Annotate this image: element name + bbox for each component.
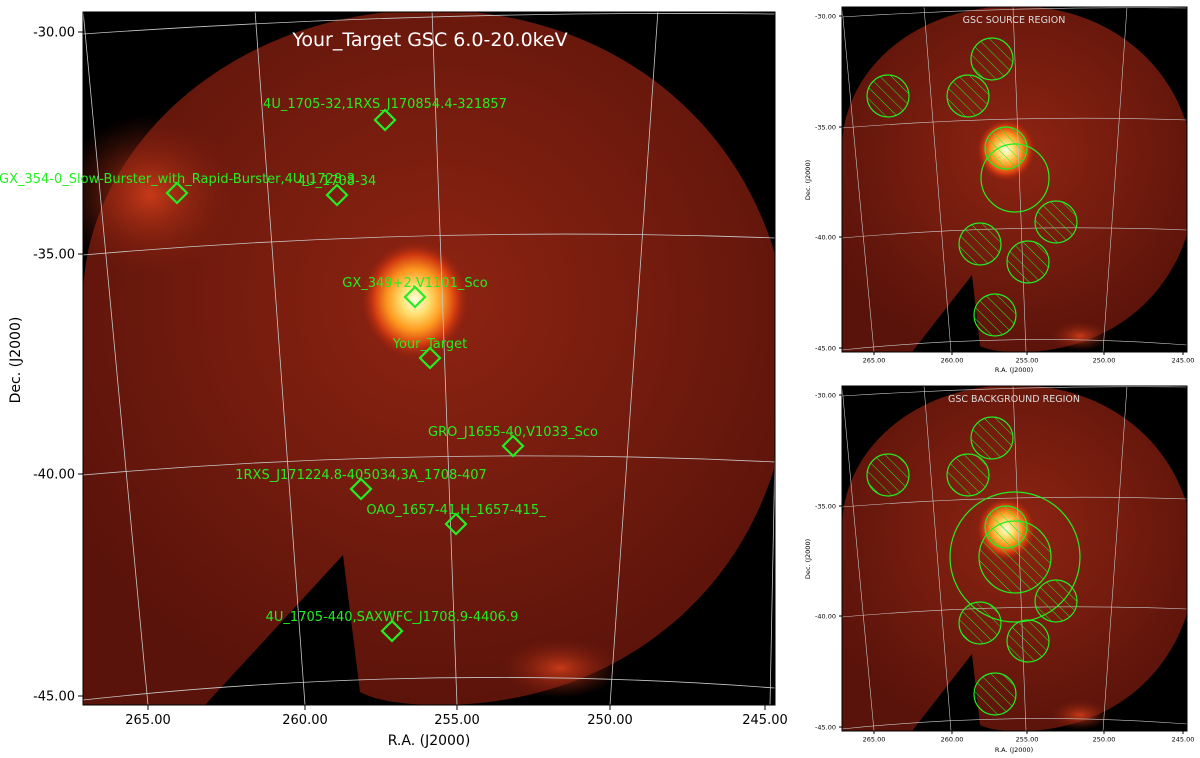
source-region-circles (866, 37, 1078, 337)
background-excluded-circle (866, 453, 910, 497)
main-x-ticks: 265.00 260.00 255.00 250.00 245.00 (125, 705, 788, 728)
background-excluded-circle (958, 601, 1002, 645)
source-region-circle (866, 74, 910, 118)
main-y-axis-label: Dec. (J2000) (8, 317, 24, 404)
source-x-tick-label: 265.00 (863, 357, 886, 365)
source-region-circle (946, 74, 990, 118)
source-region-panel: 265.00 260.00 255.00 250.00 245.00 -30.00 -35… (804, 6, 1195, 374)
main-x-tick-label: 265.00 (125, 713, 171, 728)
main-coordinate-grid (83, 12, 775, 705)
source-region-circle (984, 126, 1028, 170)
background-region-panel: 265.00 260.00 255.00 250.00 245.00 -30.00 -35… (804, 385, 1195, 754)
background-frame (841, 385, 1188, 732)
background-x-tick-label: 255.00 (1016, 736, 1039, 744)
background-x-ticks: 265.00 260.00 255.00 250.00 245.00 (863, 731, 1195, 744)
source-region-circle (1006, 240, 1050, 284)
source-marker (444, 512, 468, 536)
background-excluded-circle (978, 520, 1052, 594)
background-y-ticks: -30.00 -35.00 -40.00 -45.00 (815, 391, 842, 731)
source-label: 4U_1708-34 (298, 174, 377, 189)
source-marker (373, 108, 397, 132)
source-label: 4U_1705-32,1RXS_J170854.4-321857 (263, 97, 507, 112)
main-bright-source (360, 240, 470, 360)
main-exposure-disk (83, 12, 775, 705)
source-y-axis-label: Dec. (J2000) (804, 160, 812, 200)
source-marker (380, 619, 404, 643)
source-label: Your_Target (392, 337, 467, 352)
main-panel: 265.00 260.00 255.00 250.00 245.00 -30.00 -35… (0, 11, 788, 749)
main-x-tick-label: 255.00 (434, 713, 480, 728)
source-marker (418, 346, 442, 370)
main-intensity-map (83, 12, 775, 705)
source-y-tick-label: -45.00 (815, 344, 836, 352)
main-frame (82, 11, 776, 706)
main-y-tick-label: -45.00 (33, 690, 75, 705)
source-x-tick-label: 260.00 (941, 357, 964, 365)
main-y-ticks: -30.00 -35.00 -40.00 -45.00 (33, 26, 83, 705)
source-region-circle (1034, 200, 1078, 244)
main-edge-emission (500, 638, 620, 698)
main-y-tick-label: -35.00 (33, 248, 75, 263)
background-y-tick-label: -30.00 (815, 391, 836, 399)
main-y-tick-label: -40.00 (33, 468, 75, 483)
source-intensity-map (842, 7, 1187, 352)
source-label: GX_349+2,V1101_Sco (342, 276, 487, 291)
source-edge-emission (1050, 321, 1110, 351)
background-excluded-circle (1006, 619, 1050, 663)
source-marker (165, 181, 189, 205)
main-title: Your_Target GSC 6.0-20.0keV (291, 29, 567, 51)
source-label: OAO_1657-41,H_1657-415_ (366, 503, 546, 518)
background-excluded-circles (866, 416, 1078, 716)
source-x-tick-label: 250.00 (1093, 357, 1116, 365)
source-label: GX_354-0_Slow-Burster_with_Rapid-Burster… (0, 172, 355, 187)
background-x-tick-label: 260.00 (941, 736, 964, 744)
background-excluded-circle (1034, 579, 1078, 623)
main-x-tick-label: 250.00 (587, 713, 633, 728)
source-y-tick-label: -40.00 (815, 233, 836, 241)
source-region-circle (958, 222, 1002, 266)
background-x-tick-label: 250.00 (1093, 736, 1116, 744)
background-x-tick-label: 265.00 (863, 736, 886, 744)
background-annulus-outer (949, 491, 1081, 623)
source-x-ticks: 265.00 260.00 255.00 250.00 245.00 (863, 352, 1195, 365)
background-panel-title: GSC BACKGROUND REGION (948, 394, 1080, 405)
source-panel-title: GSC SOURCE REGION (963, 15, 1066, 26)
background-x-tick-label: 245.00 (1172, 736, 1195, 744)
source-y-tick-label: -30.00 (815, 12, 836, 20)
source-marker (501, 434, 525, 458)
background-y-tick-label: -40.00 (815, 612, 836, 620)
source-label: GRO_J1655-40,V1033_Sco (428, 425, 598, 440)
source-y-ticks: -30.00 -35.00 -40.00 -45.00 (815, 12, 842, 352)
background-y-axis-label: Dec. (J2000) (804, 539, 812, 579)
source-coordinate-grid (842, 7, 1187, 352)
main-source-markers: 4U_1705-32,1RXS_J170854.4-321857 GX_354-0… (0, 97, 598, 643)
source-y-tick-label: -35.00 (815, 123, 836, 131)
background-excluded-circle (946, 453, 990, 497)
background-y-tick-label: -35.00 (815, 502, 836, 510)
source-x-axis-label: R.A. (J2000) (995, 366, 1033, 374)
source-marker (325, 183, 349, 207)
main-diffuse-emission (83, 115, 240, 275)
source-x-tick-label: 245.00 (1172, 357, 1195, 365)
main-x-axis-label: R.A. (J2000) (388, 733, 471, 749)
source-label: 4U_1705-440,SAXWFC_J1708.9-4406.9 (266, 610, 519, 625)
source-marker (403, 285, 427, 309)
source-label: 1RXS_J171224.8-405034,3A_1708-407 (235, 468, 487, 483)
background-excluded-circle (970, 416, 1014, 460)
source-frame (841, 6, 1188, 353)
source-marker (349, 477, 373, 501)
background-edge-emission (1050, 700, 1110, 730)
background-y-tick-label: -45.00 (815, 723, 836, 731)
main-x-tick-label: 260.00 (282, 713, 328, 728)
background-x-axis-label: R.A. (J2000) (995, 746, 1033, 754)
source-extraction-circle (980, 143, 1050, 213)
source-x-tick-label: 255.00 (1016, 357, 1039, 365)
main-x-tick-label: 245.00 (742, 713, 788, 728)
source-region-circle (973, 293, 1017, 337)
background-excluded-circle (973, 672, 1017, 716)
source-region-circle (970, 37, 1014, 81)
main-y-tick-label: -30.00 (33, 26, 75, 41)
